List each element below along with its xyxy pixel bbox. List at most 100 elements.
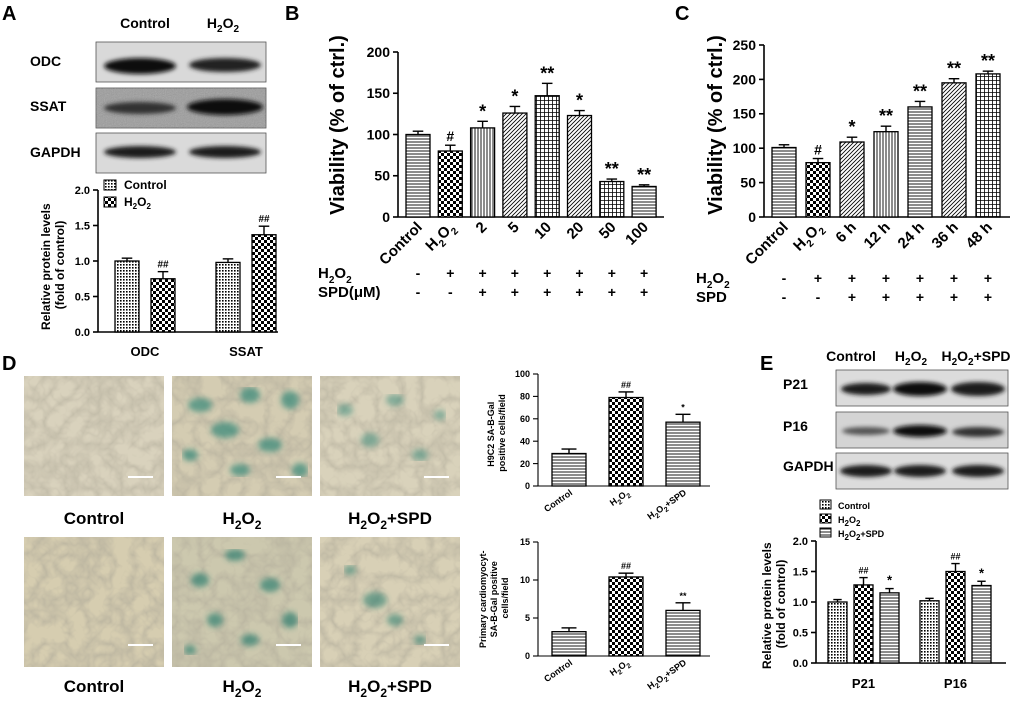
blot-e-p16-band-h2o2 — [893, 425, 947, 437]
caption-bottom-h2o2-spd: H2O2+SPD — [348, 677, 432, 700]
chart-b-xtick-10: 10 — [531, 219, 555, 243]
chart-d1-bar-h2o2-significance: ## — [621, 380, 631, 390]
chart-c-xtick-6-h: 6 h — [832, 219, 859, 246]
chart-b-ytick-label: 200 — [367, 44, 391, 60]
chart-e-ytick-label: 1.0 — [793, 597, 808, 609]
legend-e-swatch-h2o2-spd — [819, 527, 832, 538]
panel-letter-e: E — [760, 353, 773, 375]
panel-d-h9c2-bar-chart: H9C2 SA-B-Gal positive cells/field 0 20 40… — [486, 369, 710, 524]
bar-c-6-h — [839, 141, 865, 218]
chart-b-xtick-50: 50 — [596, 219, 620, 243]
chart-c-xtick-h2o2: H2O2 — [790, 218, 829, 257]
chart-c-ytick-label: 50 — [740, 175, 756, 191]
bar-c-12-h-significance: ** — [879, 106, 893, 126]
chart-c-ytick-label: 200 — [733, 71, 757, 87]
chart-d1-ytick-label: 20 — [520, 459, 530, 469]
chart-d1-ytick-label: 100 — [515, 369, 530, 379]
blot-e-p21-band-h2o2-spd — [951, 382, 1005, 396]
panel-e-bar-chart: Control H2O2 H2O2+SPD Relative protein l… — [760, 499, 1006, 691]
chart-a-xtick-odc: ODC — [131, 344, 161, 359]
blot-e-gapdh-band-control — [840, 465, 892, 477]
chart-d2-xtick-h2o2: H2O2 — [608, 657, 633, 680]
chart-d2-xtick-h2o2-spd: H2O2+SPD — [645, 657, 690, 694]
chart-b-ytick-label: 0 — [382, 209, 390, 225]
chart-b-xtick-5: 5 — [505, 219, 523, 237]
chart-b-treatment-mark: + — [640, 284, 648, 300]
legend-a-label-h2o2: H2O2 — [124, 195, 151, 211]
chart-c-treatment-mark: + — [950, 289, 958, 305]
bar-c-h2o2 — [805, 161, 831, 218]
chart-c-ytick-label: 0 — [748, 209, 756, 225]
chart-d1-ytick-label: 60 — [520, 414, 530, 424]
chart-b-treatment-mark: - — [416, 265, 421, 281]
blot-a-label-odc: ODC — [30, 53, 61, 69]
panel-d-micrographs: Control H2O2 H2O2+SPD — [24, 376, 460, 700]
bar-b-100-significance: ** — [637, 165, 651, 185]
chart-d1-ytick-label: 80 — [520, 392, 530, 402]
caption-top-h2o2-spd: H2O2+SPD — [348, 509, 432, 532]
bar-c-48-h-significance: ** — [981, 51, 995, 71]
bar-c-h2o2-significance: # — [814, 142, 822, 158]
chart-c-treatment-mark: + — [984, 289, 992, 305]
blot-a-ssat-band-h2o2 — [187, 99, 263, 115]
chart-c-xtick-48-h: 48 h — [963, 219, 996, 252]
chart-b-treatment-mark: - — [448, 284, 453, 300]
chart-b-xtick-control: Control — [376, 219, 426, 269]
chart-d2-bar-control — [551, 631, 587, 657]
chart-c-treatment-mark: + — [916, 289, 924, 305]
caption-bottom-control: Control — [64, 677, 124, 696]
chart-c-xtick-12-h: 12 h — [861, 219, 894, 252]
chart-b-treatment-mark: + — [575, 265, 583, 281]
chart-e-ytick-label: 0.5 — [793, 627, 808, 639]
bar-a-odc-h2o2 — [150, 278, 176, 333]
bar-b-10 — [534, 95, 560, 218]
bar-c-12-h — [873, 131, 899, 218]
panel-e-western-blot: Control H2O2 H2O2+SPD P21 P16 GAPDH — [783, 348, 1011, 490]
bar-c-48-h — [975, 73, 1001, 218]
chart-b-treatment-mark: + — [543, 265, 551, 281]
chart-b-treatment-mark: + — [511, 265, 519, 281]
bar-c-6-h-significance: * — [848, 117, 855, 137]
bar-e-p21-h2o2-significance: ## — [858, 566, 868, 576]
chart-c-treatment-mark: + — [916, 270, 924, 286]
legend-a-label-control: Control — [124, 178, 167, 192]
chart-a-ytick-label: 1.5 — [75, 220, 90, 232]
chart-e-xtick-p16: P16 — [944, 676, 967, 691]
blot-a-label-ssat: SSAT — [30, 98, 67, 114]
bar-b-5-significance: * — [511, 86, 518, 106]
bar-b-control — [405, 133, 431, 218]
micrograph-cardiomyocyte-h2o2-spd — [320, 537, 460, 667]
bar-c-24-h — [907, 106, 933, 218]
bar-b-100 — [631, 185, 657, 218]
panel-letter-c: C — [675, 3, 689, 25]
chart-b-ytick-label: 50 — [374, 168, 390, 184]
chart-d1-bar-h2o2 — [608, 396, 644, 487]
panel-b-bar-chart: Viability (% of ctrl.) 050100150200Contr… — [318, 35, 664, 301]
chart-c-ytick-label: 250 — [733, 37, 757, 53]
chart-c-treatment-mark: + — [882, 289, 890, 305]
blot-a-gapdh-band-control — [104, 146, 176, 158]
chart-d2-ytick-label: 0 — [525, 651, 530, 661]
micrograph-cardiomyocyte-h2o2 — [172, 537, 312, 667]
panel-letter-a: A — [2, 3, 16, 25]
chart-b-xtick-h2o2: H2O2 — [422, 218, 461, 257]
chart-c-treatment-mark: - — [782, 270, 787, 286]
caption-top-control: Control — [64, 509, 124, 528]
chart-b-treatment-mark: + — [575, 284, 583, 300]
chart-d1-xtick-h2o2-spd: H2O2+SPD — [645, 487, 690, 524]
bar-e-p16-control — [919, 600, 940, 664]
chart-d1-bar-h2o2-spd-significance: * — [681, 402, 685, 412]
chart-d2-bar-h2o2-significance: ## — [621, 561, 631, 571]
chart-a-xtick-ssat: SSAT — [229, 344, 263, 359]
chart-e-ylabel: Relative protein levels (fold of control… — [760, 539, 788, 669]
bar-e-p21-h2o2-spd-significance: * — [887, 573, 893, 588]
chart-c-treatment-mark: + — [984, 270, 992, 286]
bar-b-50-significance: ** — [605, 159, 619, 179]
chart-d1-xtick-h2o2: H2O2 — [608, 487, 633, 510]
chart-c-treatment-mark: - — [816, 289, 821, 305]
chart-b-treatment-mark: + — [640, 265, 648, 281]
chart-b-xtick-2: 2 — [473, 219, 491, 237]
chart-b-xtick-20: 20 — [564, 219, 588, 243]
legend-e-label-h2o2-spd: H2O2+SPD — [838, 529, 885, 542]
